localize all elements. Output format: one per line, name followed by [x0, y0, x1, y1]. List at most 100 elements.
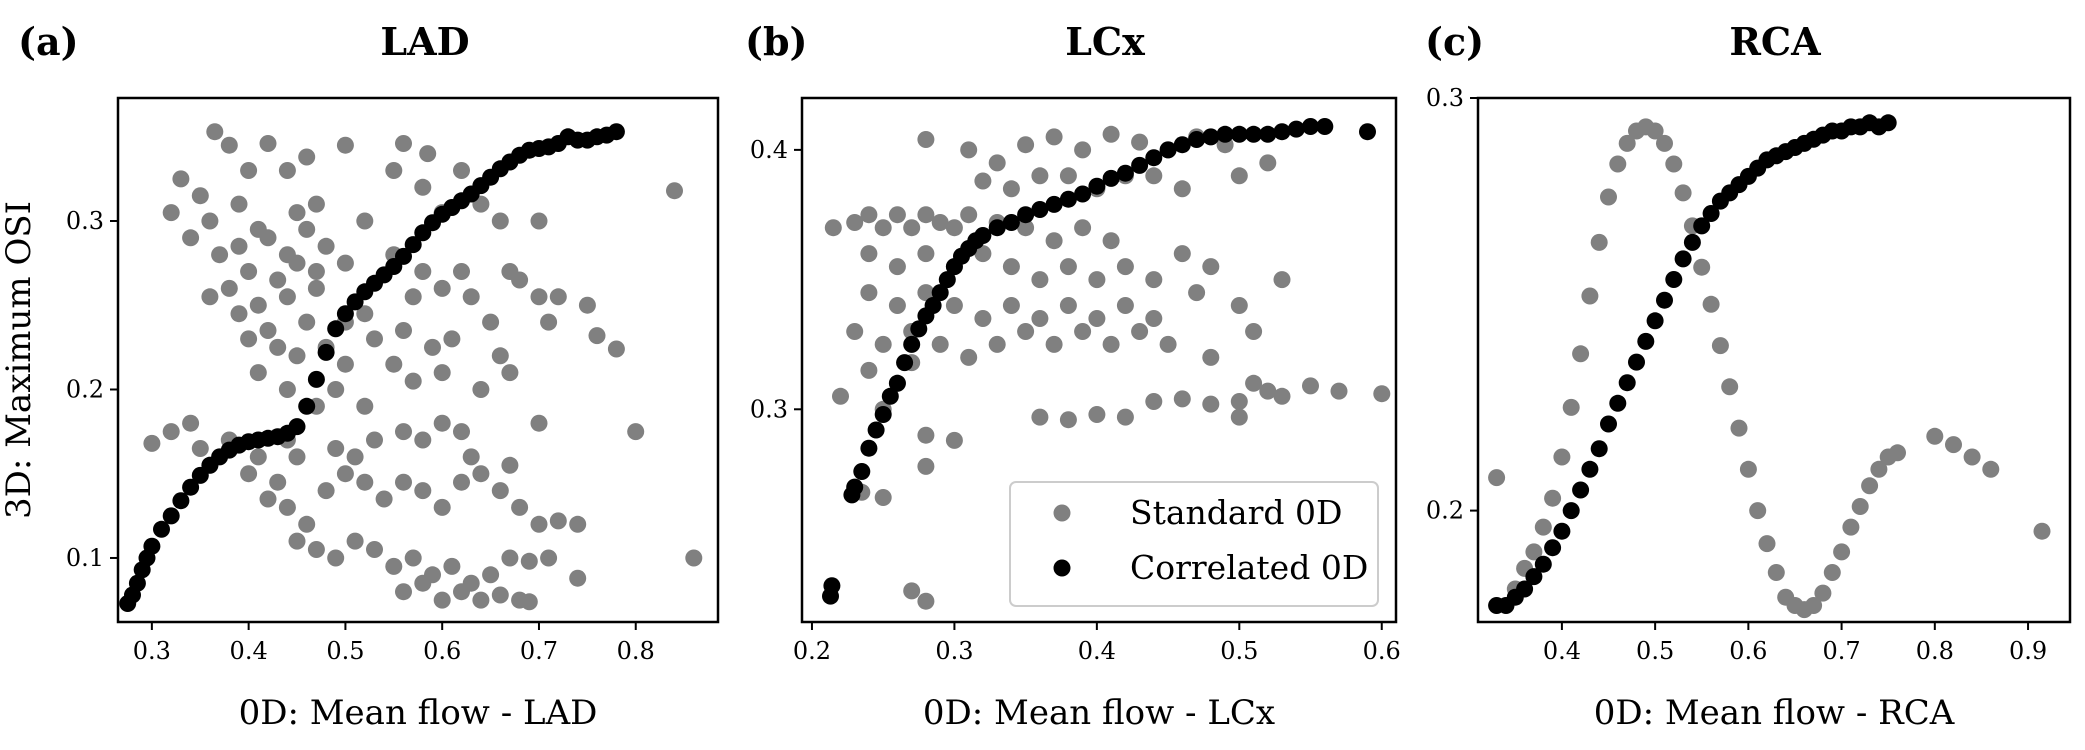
data-point — [453, 162, 470, 179]
y-tick-label: 0.4 — [750, 136, 788, 164]
data-point — [443, 557, 461, 575]
data-point — [578, 296, 596, 314]
data-point — [1656, 291, 1673, 309]
data-point — [472, 465, 490, 483]
data-point — [1618, 374, 1636, 392]
data-point — [1544, 539, 1562, 557]
data-point — [433, 498, 451, 516]
data-point — [530, 515, 548, 533]
data-point — [501, 456, 519, 474]
legend: Standard 0D Correlated 0D — [1009, 481, 1379, 607]
data-point — [974, 227, 992, 244]
data-point — [336, 254, 354, 272]
data-point — [1553, 522, 1571, 540]
data-point — [453, 263, 470, 280]
data-point — [607, 340, 625, 358]
data-point — [395, 322, 412, 339]
data-point — [404, 549, 422, 567]
data-point — [1131, 156, 1149, 174]
data-point — [491, 586, 509, 604]
data-point — [336, 355, 354, 373]
data-point — [917, 426, 935, 444]
data-point — [888, 297, 906, 314]
data-point — [1534, 555, 1552, 573]
data-point — [1982, 460, 2000, 478]
data-point — [1045, 195, 1063, 213]
panel-letter: (a) — [18, 19, 79, 64]
data-point — [395, 423, 412, 441]
data-point — [1544, 489, 1562, 507]
data-point — [860, 245, 878, 263]
data-point — [128, 574, 146, 592]
data-point — [462, 448, 480, 466]
data-point — [143, 434, 161, 452]
data-point — [424, 338, 441, 356]
data-point — [1188, 131, 1206, 148]
data-point — [1730, 419, 1748, 437]
data-point — [974, 172, 992, 190]
data-point — [1302, 377, 1319, 395]
data-point — [1702, 295, 1720, 313]
data-point — [356, 212, 374, 230]
data-point — [1017, 206, 1035, 224]
data-point — [395, 135, 412, 152]
data-point — [1059, 167, 1077, 185]
data-point — [1245, 125, 1263, 143]
data-point — [1074, 323, 1092, 340]
data-point — [336, 305, 354, 323]
data-point — [1861, 477, 1879, 495]
data-point — [860, 284, 878, 302]
data-point — [259, 135, 277, 152]
data-point — [1173, 136, 1191, 154]
x-tick-label: 0.8 — [617, 637, 655, 665]
panel-lcx: (b) LCx 0.2 0.3 0.4 0.5 0.6 0.3 0.4 0D: Mean flow… — [745, 19, 1401, 733]
data-point — [1145, 310, 1163, 327]
data-point — [1562, 502, 1580, 520]
data-point — [1572, 481, 1590, 499]
data-point — [491, 212, 509, 230]
data-point — [867, 421, 885, 439]
data-point — [288, 254, 306, 272]
data-point — [945, 431, 963, 449]
data-point — [1842, 518, 1860, 536]
data-point — [1646, 122, 1664, 140]
data-point — [874, 489, 892, 506]
data-point — [1562, 398, 1580, 416]
data-point — [356, 473, 374, 491]
legend-label: Correlated 0D — [1130, 548, 1368, 587]
data-point — [230, 305, 248, 323]
data-point — [433, 591, 451, 609]
data-point — [1609, 394, 1627, 412]
data-point — [1273, 123, 1291, 141]
data-point — [1373, 385, 1391, 403]
data-point — [404, 372, 422, 390]
series-correlated-0d — [119, 123, 625, 612]
data-point — [1945, 436, 1962, 454]
data-point — [910, 320, 928, 338]
x-tick-label: 0.6 — [1363, 637, 1401, 665]
data-point — [988, 335, 1006, 353]
data-point — [356, 397, 374, 415]
panel-title: LCx — [1065, 19, 1145, 64]
data-point — [917, 131, 935, 148]
y-tick-label: 0.3 — [750, 395, 788, 423]
data-point — [823, 577, 841, 595]
data-point — [1767, 564, 1785, 581]
data-point — [924, 297, 942, 314]
data-point — [1581, 287, 1599, 305]
data-point — [1534, 518, 1552, 536]
data-point — [298, 313, 316, 331]
data-point — [530, 288, 548, 306]
data-point — [1188, 284, 1206, 302]
data-point — [1031, 310, 1049, 327]
data-point — [259, 322, 277, 339]
data-point — [240, 330, 258, 348]
data-point — [404, 288, 422, 306]
x-tick-label: 0.4 — [1543, 637, 1581, 665]
data-point — [1823, 564, 1841, 581]
data-point — [2033, 522, 2051, 540]
data-point — [511, 498, 529, 516]
plot-frame — [116, 96, 720, 624]
data-point — [1245, 323, 1263, 340]
data-point — [917, 284, 935, 302]
